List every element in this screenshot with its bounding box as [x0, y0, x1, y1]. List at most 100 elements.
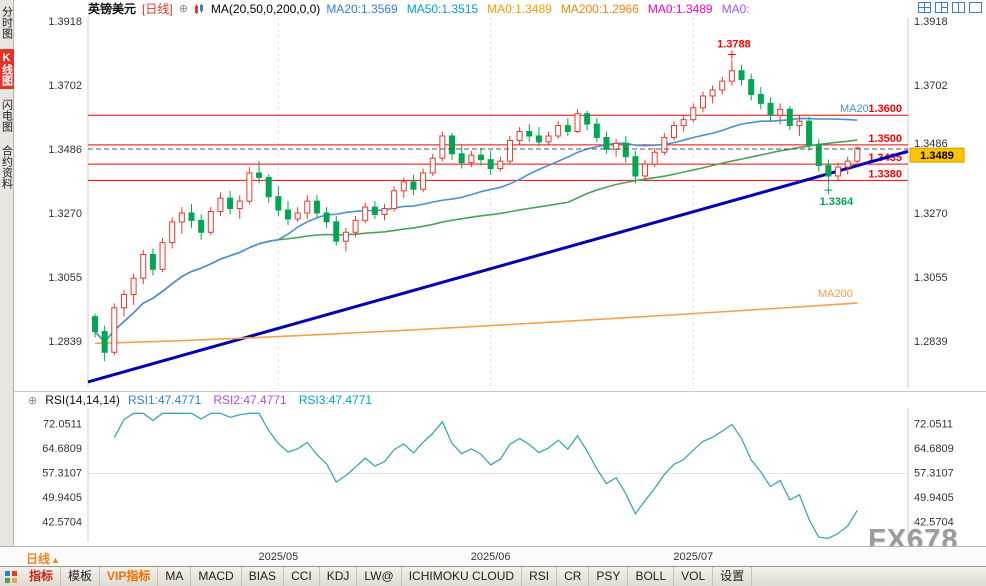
app-logo-icon[interactable] — [4, 570, 18, 584]
trendline[interactable] — [87, 149, 909, 384]
price-axis-label: 1.3270 — [914, 208, 948, 220]
toolbar-item-5[interactable]: MACD — [191, 567, 242, 586]
symbol-title: 英镑美元 — [88, 2, 137, 16]
candle-body — [497, 160, 504, 170]
rsi-crosshair-icon[interactable]: ⊕ — [28, 394, 38, 407]
rsi-chart[interactable]: 72.0511 72.0511 64.6809 64.6809 57.3107 57.31… — [14, 408, 986, 546]
candle-body — [92, 316, 98, 333]
rsi-title[interactable]: RSI(14,14,14) — [45, 393, 120, 407]
toolbar-item-6[interactable]: BIAS — [242, 567, 285, 586]
candle-body — [169, 221, 176, 244]
timeframe-label: 日线 — [26, 552, 51, 566]
toolbar-item-12[interactable]: CR — [557, 567, 590, 586]
candle-body — [130, 277, 137, 295]
ma-value: MA20:1.3569 — [326, 1, 398, 16]
sidebar-tab-2[interactable]: K线图 — [0, 49, 14, 89]
price-axis-label: 1.3702 — [48, 80, 82, 92]
low-marker-icon — [824, 186, 833, 195]
candle-body — [149, 253, 156, 270]
toolbar-item-1[interactable]: 指标 — [22, 567, 62, 586]
candle-body — [246, 172, 253, 202]
high-marker-icon — [727, 50, 736, 59]
candle-body — [535, 135, 542, 143]
candlestick-chart[interactable]: 1.36001.35001.34351.33801.39181.39181.37… — [14, 17, 986, 391]
candle-body — [362, 206, 369, 221]
candle-body — [786, 108, 793, 127]
rsi-axis-label: 64.6809 — [914, 443, 954, 455]
candle-body — [767, 102, 774, 116]
candle-body — [671, 125, 677, 138]
candle-body — [622, 142, 629, 158]
level-label: 1.3600 — [868, 103, 902, 115]
toolbar-item-10[interactable]: ICHIMOKU CLOUD — [402, 567, 523, 586]
sidebar-tab-3[interactable]: 闪电图 — [0, 99, 13, 132]
timeframe-selector[interactable]: 日线▲ — [26, 550, 60, 567]
candle-body — [159, 242, 166, 270]
candle-body — [584, 113, 591, 125]
timeframe-badge[interactable]: [日线] — [142, 2, 173, 16]
price-axis-label: 1.3486 — [48, 144, 82, 156]
toolbar-item-3[interactable]: VIP指标 — [100, 567, 159, 586]
layout-split-vertical-icon[interactable] — [952, 2, 965, 13]
toolbar-item-13[interactable]: PSY — [589, 567, 629, 586]
toolbar-item-9[interactable]: LW@ — [357, 567, 402, 586]
candle-body — [256, 172, 263, 178]
rsi-line — [113, 412, 858, 540]
layout-icons — [918, 2, 982, 13]
ma-settings-label[interactable]: MA(20,50,0,200,0,0) — [210, 1, 321, 16]
high-annotation: 1.3788 — [717, 39, 751, 51]
chevron-up-icon: ▲ — [51, 555, 60, 565]
sidebar: 分时图 K线图闪电图合约资料 — [0, 0, 14, 546]
candle-body — [815, 144, 822, 167]
candle-body — [198, 219, 205, 233]
ma-legend: MA20:1.3569 MA50:1.3515 MA0:1.3489 MA200:1.… — [326, 2, 758, 16]
candle-body — [806, 120, 813, 146]
candle-body — [651, 151, 658, 165]
rsi-axis-label: 49.9405 — [914, 492, 954, 504]
price-axis-label: 1.3918 — [914, 17, 948, 28]
toolbar-item-2[interactable]: 模板 — [61, 567, 101, 586]
candle-body — [429, 157, 436, 174]
layout-single-pane-icon[interactable] — [969, 2, 982, 13]
sidebar-tab-4[interactable]: 合约资料 — [0, 145, 13, 189]
toolbar-item-15[interactable]: VOL — [674, 567, 714, 586]
ma20-line — [94, 117, 858, 344]
candle-body — [593, 123, 600, 138]
candle-body — [680, 119, 687, 127]
sidebar-tab-1[interactable]: 分时图 — [0, 6, 13, 39]
toolbar-item-8[interactable]: KDJ — [320, 567, 358, 586]
candle-body — [728, 70, 735, 82]
candle-body — [632, 156, 639, 177]
toolbar-item-11[interactable]: RSI — [522, 567, 558, 586]
toolbar-item-16[interactable]: 设置 — [713, 567, 753, 586]
candle-body — [478, 154, 484, 161]
ma50-line — [94, 139, 858, 344]
candles — [92, 59, 861, 362]
toolbar-item-7[interactable]: CCI — [284, 567, 320, 586]
candle-body — [526, 131, 533, 137]
ma-value: MA50:1.3515 — [406, 1, 479, 16]
candle-body — [178, 212, 185, 223]
candle-body — [188, 212, 195, 221]
ma-value: MA0: — [721, 1, 750, 16]
price-axis-label: 1.3486 — [914, 138, 948, 150]
date-label: 2025/05 — [258, 551, 299, 563]
layout-grid-2x2-icon[interactable] — [918, 2, 931, 13]
toolbar-items: 指标 模板 VIP指标 MA MACD BIAS CCI KDJ LW@ ICHIMOKU CLO… — [22, 567, 753, 586]
ma-value: MA0:1.3489 — [487, 1, 552, 16]
rsi-axis-label: 57.3107 — [42, 468, 82, 480]
rsi-axis-label: 42.5704 — [914, 516, 954, 528]
level-label: 1.3380 — [868, 168, 902, 180]
last-price-tag — [909, 147, 965, 163]
candle-body — [487, 159, 494, 170]
toolbar-item-4[interactable]: MA — [158, 567, 192, 586]
toolbar-item-14[interactable]: BOLL — [628, 567, 675, 586]
grid-lines — [87, 17, 909, 388]
candle-body — [564, 125, 571, 133]
chart-header: 英镑美元 [日线] ⊕ MA(20,50,0,200,0,0) MA20:1.3… — [14, 0, 986, 17]
candle-body — [699, 95, 706, 109]
candle-body — [227, 197, 234, 210]
layout-three-pane-icon[interactable] — [935, 2, 948, 13]
crosshair-icon[interactable]: ⊕ — [178, 3, 188, 15]
